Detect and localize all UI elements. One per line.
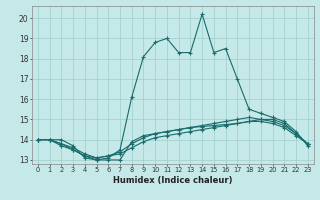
X-axis label: Humidex (Indice chaleur): Humidex (Indice chaleur) bbox=[113, 176, 233, 185]
